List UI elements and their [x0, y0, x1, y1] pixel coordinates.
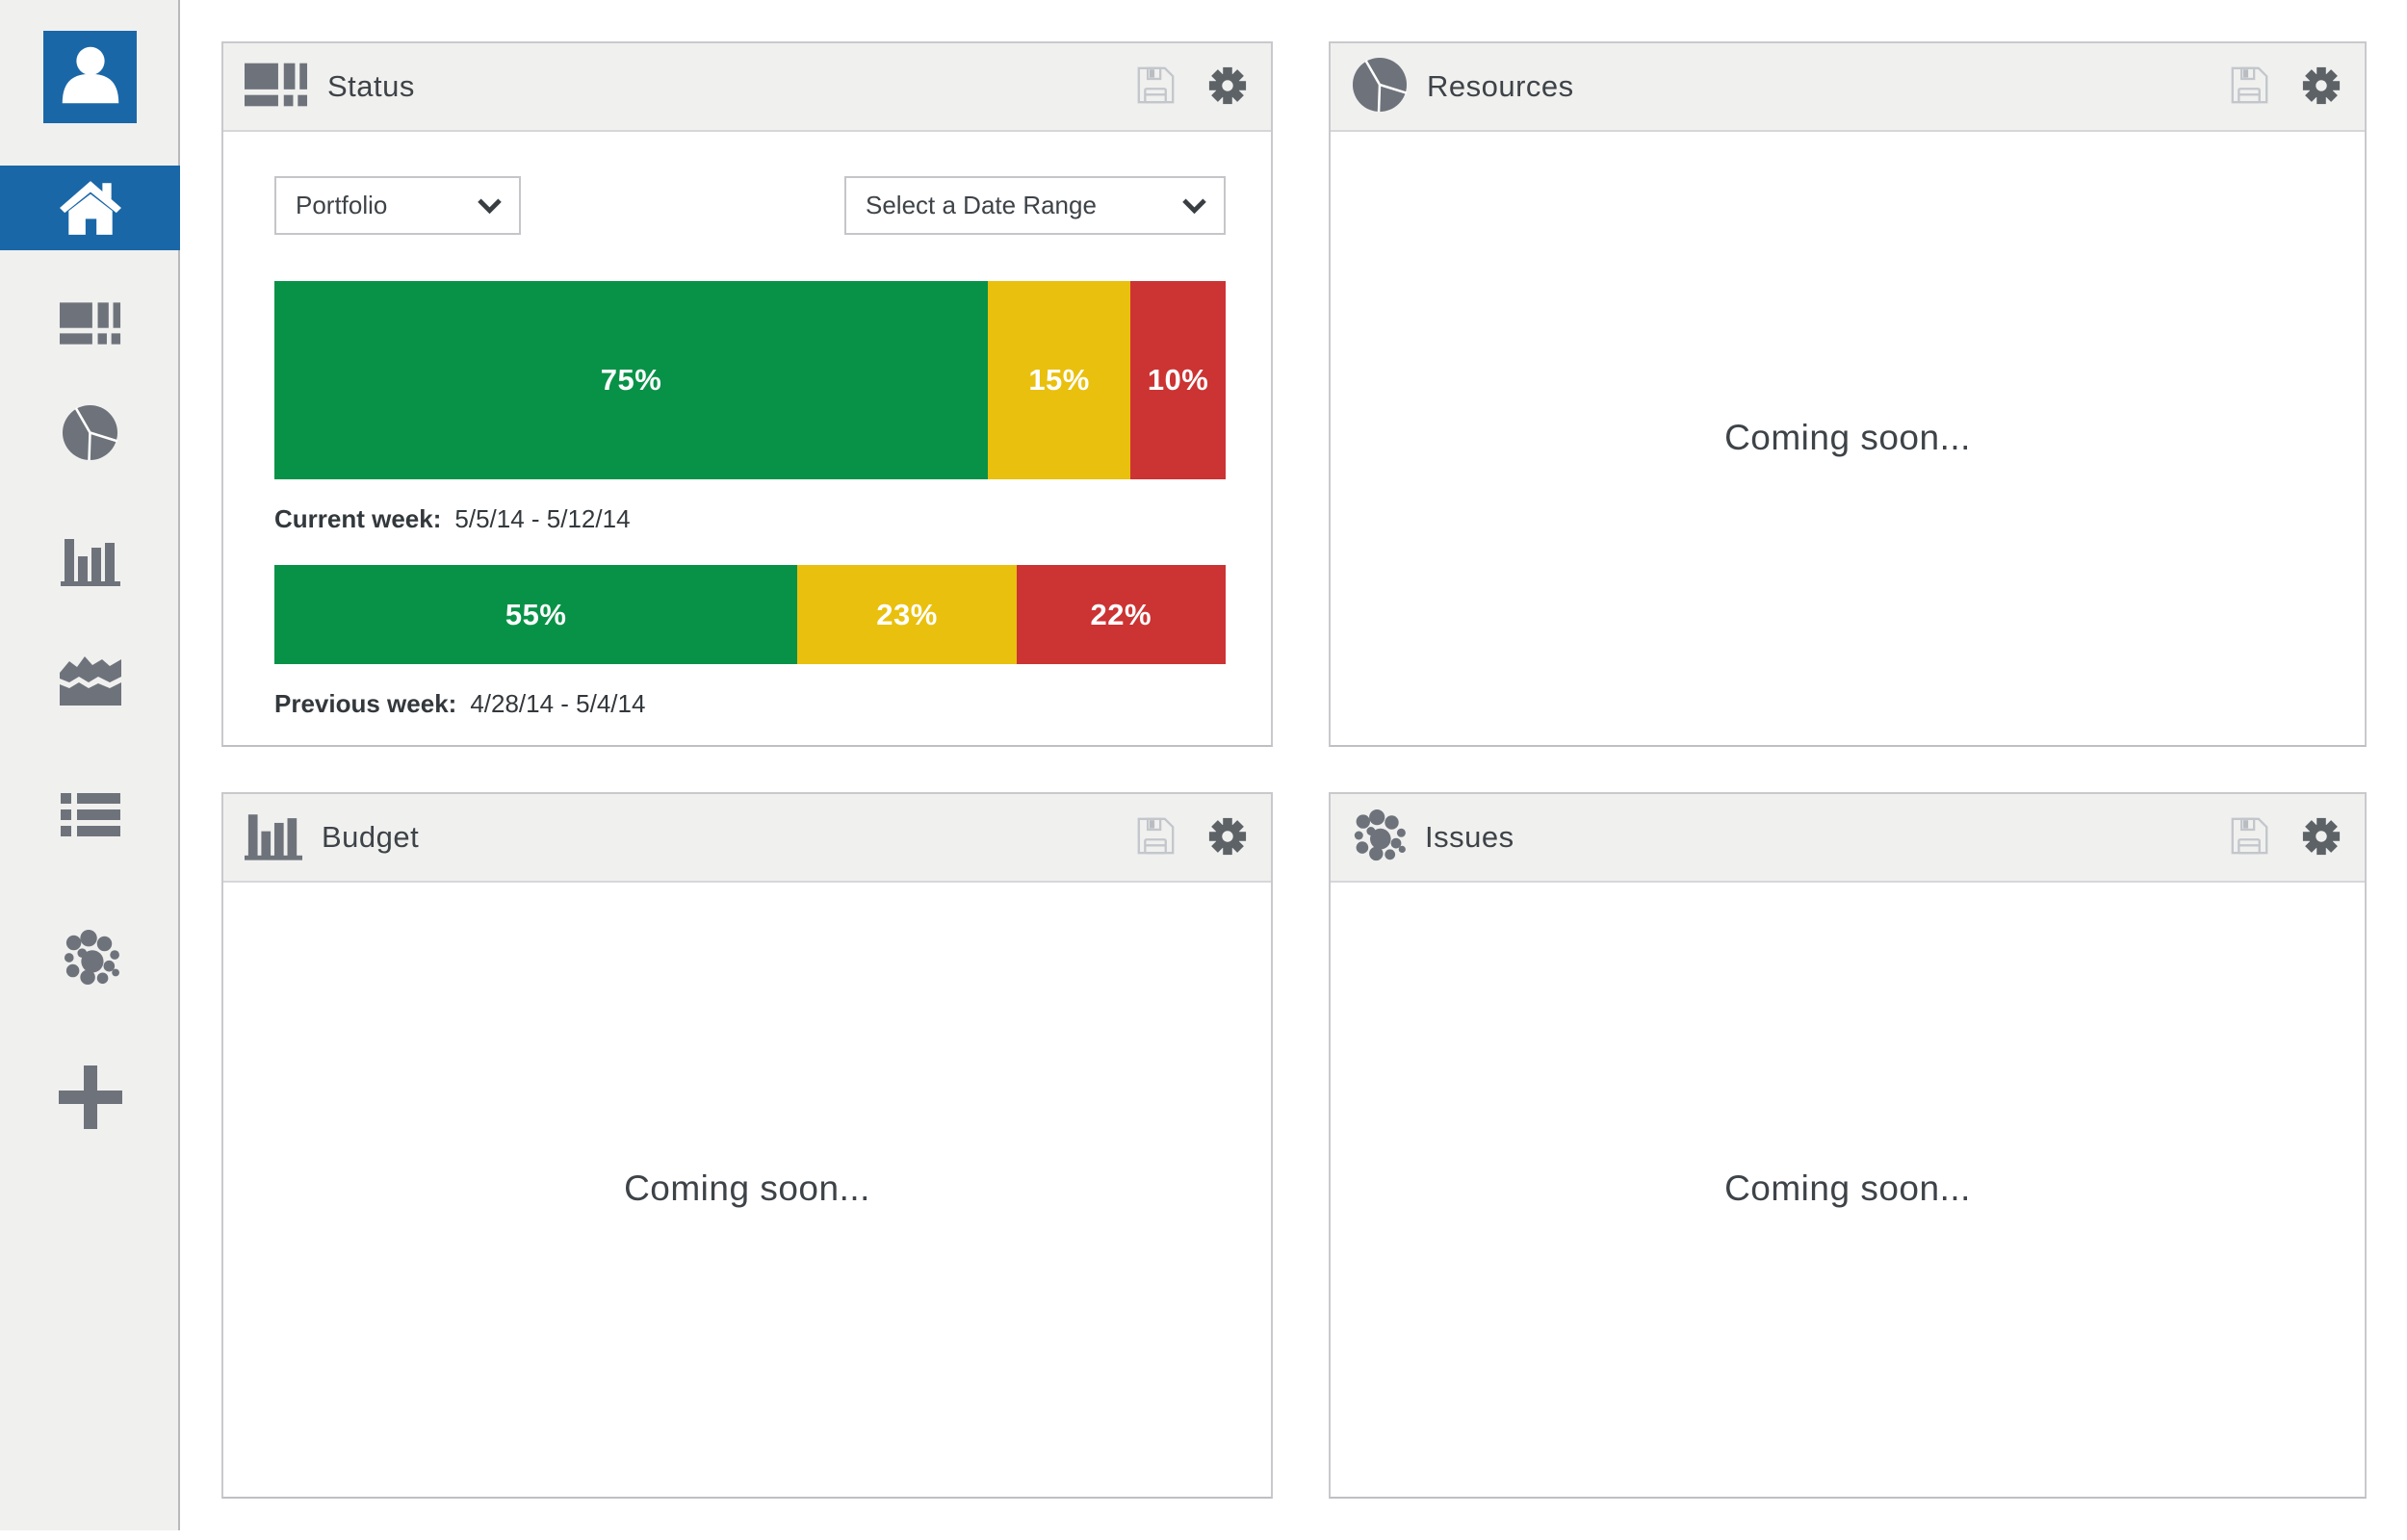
- status-panel-body: Portfolio Select a Date Range: [223, 176, 1271, 720]
- sidebar-item-area-reports[interactable]: [0, 650, 180, 707]
- coming-soon-text: Coming soon...: [1724, 1168, 1971, 1208]
- chevron-down-icon: [1182, 191, 1206, 220]
- dashboard-grid-icon: [59, 302, 121, 345]
- chevron-down-icon: [478, 191, 502, 220]
- segment-value-label: 15%: [1028, 363, 1090, 397]
- gear-icon: [1207, 65, 1248, 109]
- sidebar-item-list[interactable]: [0, 792, 180, 836]
- date-range-select[interactable]: Select a Date Range: [844, 176, 1226, 235]
- bar-segment-red: 22%: [1016, 565, 1226, 664]
- save-icon: [1136, 816, 1176, 859]
- segment-value-label: 55%: [505, 597, 567, 631]
- sidebar-item-pie-reports[interactable]: [0, 403, 180, 461]
- bubble-cluster-icon: [1352, 808, 1406, 866]
- save-button[interactable]: [1136, 816, 1176, 859]
- issues-panel-body: Coming soon...: [1331, 883, 2365, 1495]
- sidebar-item-add-widget[interactable]: [0, 1065, 180, 1130]
- settings-button[interactable]: [2301, 65, 2342, 109]
- save-button[interactable]: [1136, 65, 1176, 108]
- resources-panel: Resources: [1329, 41, 2367, 747]
- save-button[interactable]: [2230, 816, 2269, 859]
- settings-button[interactable]: [1207, 65, 1248, 109]
- save-icon: [2230, 65, 2269, 108]
- sidebar-item-dashboards[interactable]: [0, 301, 180, 346]
- resources-panel-body: Coming soon...: [1331, 132, 2365, 743]
- settings-button[interactable]: [1207, 816, 1248, 860]
- week-label-prefix: Current week:: [274, 504, 442, 533]
- save-button[interactable]: [2230, 65, 2269, 108]
- segment-value-label: 10%: [1147, 363, 1209, 397]
- status-panel: Status: [221, 41, 1273, 747]
- week-label-dates: 5/5/14 - 5/12/14: [454, 504, 631, 533]
- budget-panel-body: Coming soon...: [223, 883, 1271, 1495]
- save-icon: [1136, 65, 1176, 108]
- sidebar-item-bar-reports[interactable]: [0, 534, 180, 586]
- resources-panel-header: Resources: [1331, 43, 2365, 132]
- plus-icon: [58, 1065, 122, 1129]
- previous-week-label: Previous week: 4/28/14 - 5/4/14: [274, 687, 1226, 720]
- sidebar-item-issues[interactable]: [0, 929, 180, 987]
- home-icon: [59, 179, 122, 237]
- bar-chart-icon: [60, 535, 120, 586]
- coming-soon-text: Coming soon...: [624, 1168, 870, 1208]
- coming-soon-text: Coming soon...: [1724, 417, 1971, 457]
- issues-panel-header: Issues: [1331, 794, 2365, 883]
- bar-segment-green: 55%: [274, 565, 798, 664]
- user-avatar-icon: [56, 40, 125, 115]
- dashboard-grid-icon: [245, 63, 308, 112]
- status-controls: Portfolio Select a Date Range: [274, 176, 1226, 235]
- budget-panel: Budget: [221, 792, 1273, 1499]
- pie-chart-icon: [62, 404, 118, 461]
- week-label-prefix: Previous week:: [274, 689, 457, 718]
- pie-chart-icon: [1352, 57, 1408, 117]
- sidebar: [0, 0, 180, 1530]
- bar-segment-yellow: 15%: [988, 281, 1131, 479]
- previous-week-bar: 55% 23% 22%: [274, 565, 1226, 664]
- week-label-dates: 4/28/14 - 5/4/14: [470, 689, 646, 718]
- user-avatar[interactable]: [43, 31, 137, 123]
- bar-segment-yellow: 23%: [797, 565, 1017, 664]
- segment-value-label: 75%: [600, 363, 662, 397]
- bar-segment-red: 10%: [1130, 281, 1226, 479]
- segment-value-label: 23%: [876, 597, 938, 631]
- portfolio-select[interactable]: Portfolio: [274, 176, 521, 235]
- date-range-select-value: Select a Date Range: [866, 191, 1097, 219]
- gear-icon: [1207, 816, 1248, 860]
- list-icon: [60, 792, 120, 836]
- sidebar-item-home[interactable]: [0, 166, 180, 250]
- area-chart-icon: [59, 651, 121, 706]
- status-panel-header: Status: [223, 43, 1271, 132]
- current-week-bar: 75% 15% 10%: [274, 281, 1226, 479]
- settings-button[interactable]: [2301, 816, 2342, 860]
- save-icon: [2230, 816, 2269, 859]
- panel-title: Budget: [322, 820, 420, 854]
- budget-panel-header: Budget: [223, 794, 1271, 883]
- gear-icon: [2301, 816, 2342, 860]
- bar-chart-icon: [245, 810, 302, 865]
- portfolio-select-value: Portfolio: [296, 191, 388, 219]
- segment-value-label: 22%: [1090, 597, 1152, 631]
- bar-segment-green: 75%: [274, 281, 988, 479]
- panel-title: Issues: [1425, 820, 1514, 854]
- bubble-cluster-icon: [62, 930, 119, 986]
- current-week-label: Current week: 5/5/14 - 5/12/14: [274, 502, 1226, 535]
- gear-icon: [2301, 65, 2342, 109]
- issues-panel: Issues: [1329, 792, 2367, 1499]
- panel-title: Status: [327, 69, 415, 103]
- panel-title: Resources: [1427, 69, 1574, 103]
